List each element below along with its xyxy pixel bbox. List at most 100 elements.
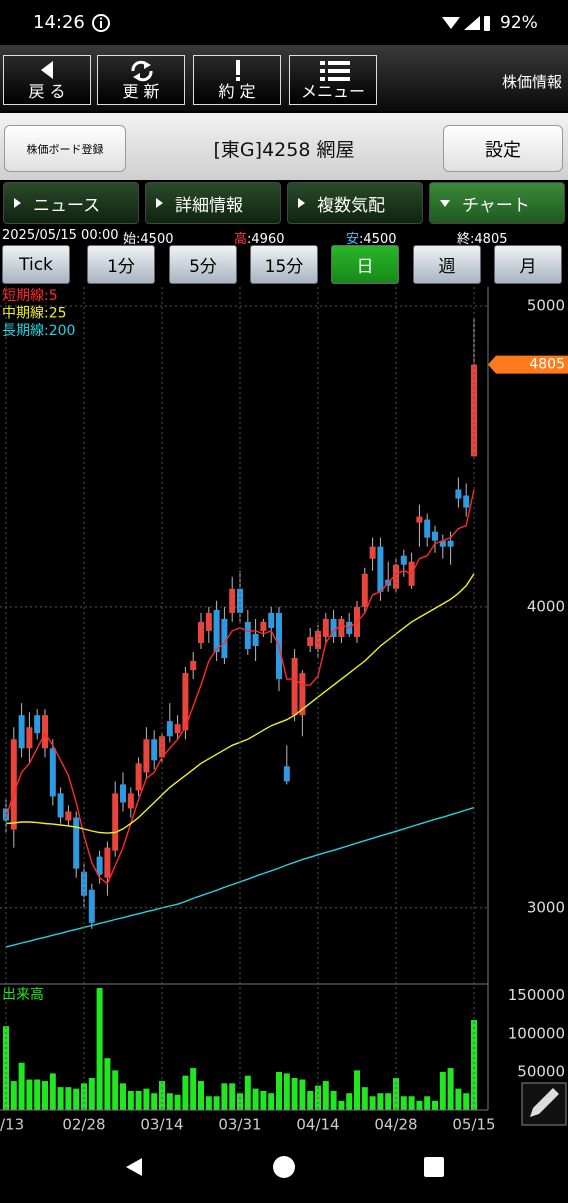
volume-bar [377, 1093, 384, 1110]
volume-bar [369, 1096, 376, 1110]
x-tick-label: 04/28 [374, 1116, 417, 1134]
candle-body [221, 618, 228, 659]
candle-body [229, 588, 236, 613]
x-tick-label: 05/15 [452, 1116, 495, 1134]
volume-bar [182, 1075, 189, 1110]
period-button[interactable]: 週 [413, 245, 481, 284]
volume-bar [322, 1081, 329, 1110]
legend-label: 短期線:5 [2, 288, 58, 304]
volume-bar [268, 1093, 275, 1110]
candle-body [330, 618, 337, 637]
tab[interactable]: 複数気配 [287, 182, 423, 224]
button-label: メニュー [300, 82, 365, 101]
candle-body [174, 724, 181, 734]
candle-body [190, 661, 197, 671]
volume-bar [73, 1088, 80, 1110]
info-icon [92, 14, 110, 32]
x-tick-label: 02/28 [62, 1116, 105, 1134]
volume-bar [354, 1070, 360, 1110]
period-button[interactable]: 月 [494, 245, 562, 284]
candle-body [73, 817, 80, 869]
legend-label: 中期線:25 [2, 306, 67, 322]
candle-body [439, 540, 446, 547]
button-label: 更 新 [122, 82, 160, 101]
candle-body [471, 364, 477, 457]
period-button[interactable]: 日 [331, 245, 399, 284]
volume-bar [237, 1093, 243, 1110]
volume-bar [120, 1083, 126, 1110]
candle-body [455, 489, 462, 499]
tab-label: チャート [462, 195, 530, 216]
volume-bar [221, 1083, 228, 1110]
period-button[interactable]: Tick [2, 245, 70, 284]
volume-bar [471, 1020, 477, 1110]
execution-button[interactable]: 約 定 [193, 55, 281, 105]
candle-body [88, 889, 95, 923]
candle-body [34, 715, 41, 734]
candle-body [260, 621, 267, 631]
candle-body [18, 715, 25, 749]
chart-background [0, 286, 568, 1138]
volume-bar [283, 1073, 290, 1110]
candle-body [338, 618, 345, 637]
y-tick-label: 3000 [527, 898, 565, 916]
y-tick-label: 150000 [508, 986, 565, 1004]
candle-body [112, 793, 119, 851]
volume-bar [432, 1100, 438, 1110]
volume-bar [260, 1090, 267, 1110]
toolbar: 戻 る 更 新 約 定 メニュー 株価情報 [0, 45, 568, 111]
candle-body [447, 540, 454, 547]
register-button[interactable]: 株価ボード登録 [4, 125, 126, 172]
y-tick-label: 4000 [527, 597, 565, 615]
period-button[interactable]: 1分 [87, 245, 155, 284]
signal-icons [442, 16, 490, 31]
period-button[interactable]: 5分 [169, 245, 237, 284]
candle-body [166, 721, 173, 737]
volume-bar [88, 1077, 95, 1110]
period-button[interactable]: 15分 [250, 245, 318, 284]
quote-label: 始 [123, 232, 137, 247]
candle-body [268, 612, 275, 628]
tab[interactable]: ニュース [3, 182, 139, 224]
candle-body [42, 715, 48, 749]
volume-bar [424, 1096, 431, 1110]
candle-body [361, 573, 368, 607]
button-label: 戻 る [28, 82, 66, 101]
y-tick-label: 100000 [508, 1024, 565, 1042]
quote-item: 始:4500 [123, 228, 173, 247]
candle-body [315, 630, 321, 649]
volume-bar [57, 1087, 64, 1110]
volume-bar [198, 1081, 204, 1110]
status-bar: 14:26 92% [0, 0, 568, 45]
quote-item: 高:4960 [234, 228, 284, 247]
x-tick-label: /13 [0, 1116, 24, 1134]
candle-body [322, 618, 329, 637]
candle-body [104, 847, 111, 878]
candle-body [291, 658, 298, 716]
volume-bar [18, 1062, 25, 1110]
candle-body [432, 531, 438, 541]
back-button[interactable]: 戻 る [3, 55, 91, 105]
x-tick-label: 03/31 [218, 1116, 261, 1134]
volume-bar [112, 1070, 119, 1110]
candle-body [283, 766, 290, 782]
volume-bar [10, 1081, 17, 1110]
menu-button[interactable]: メニュー [289, 55, 377, 105]
candle-body [369, 546, 376, 559]
quote-value: :4500 [136, 232, 174, 247]
tab[interactable]: チャート [429, 182, 565, 224]
quote-date: 2025/05/15 00:00 [2, 228, 119, 243]
candle-body [463, 495, 470, 508]
volume-bar [143, 1088, 150, 1110]
tab[interactable]: 詳細情報 [145, 182, 281, 224]
volume-bar [166, 1093, 173, 1110]
edit-button[interactable] [521, 1082, 567, 1126]
refresh-button[interactable]: 更 新 [97, 55, 185, 105]
volume-bar [190, 1068, 197, 1110]
volume-bar [151, 1093, 158, 1110]
candle-body [26, 727, 33, 749]
candle-body [96, 856, 103, 875]
settings-button[interactable]: 設定 [443, 125, 563, 172]
